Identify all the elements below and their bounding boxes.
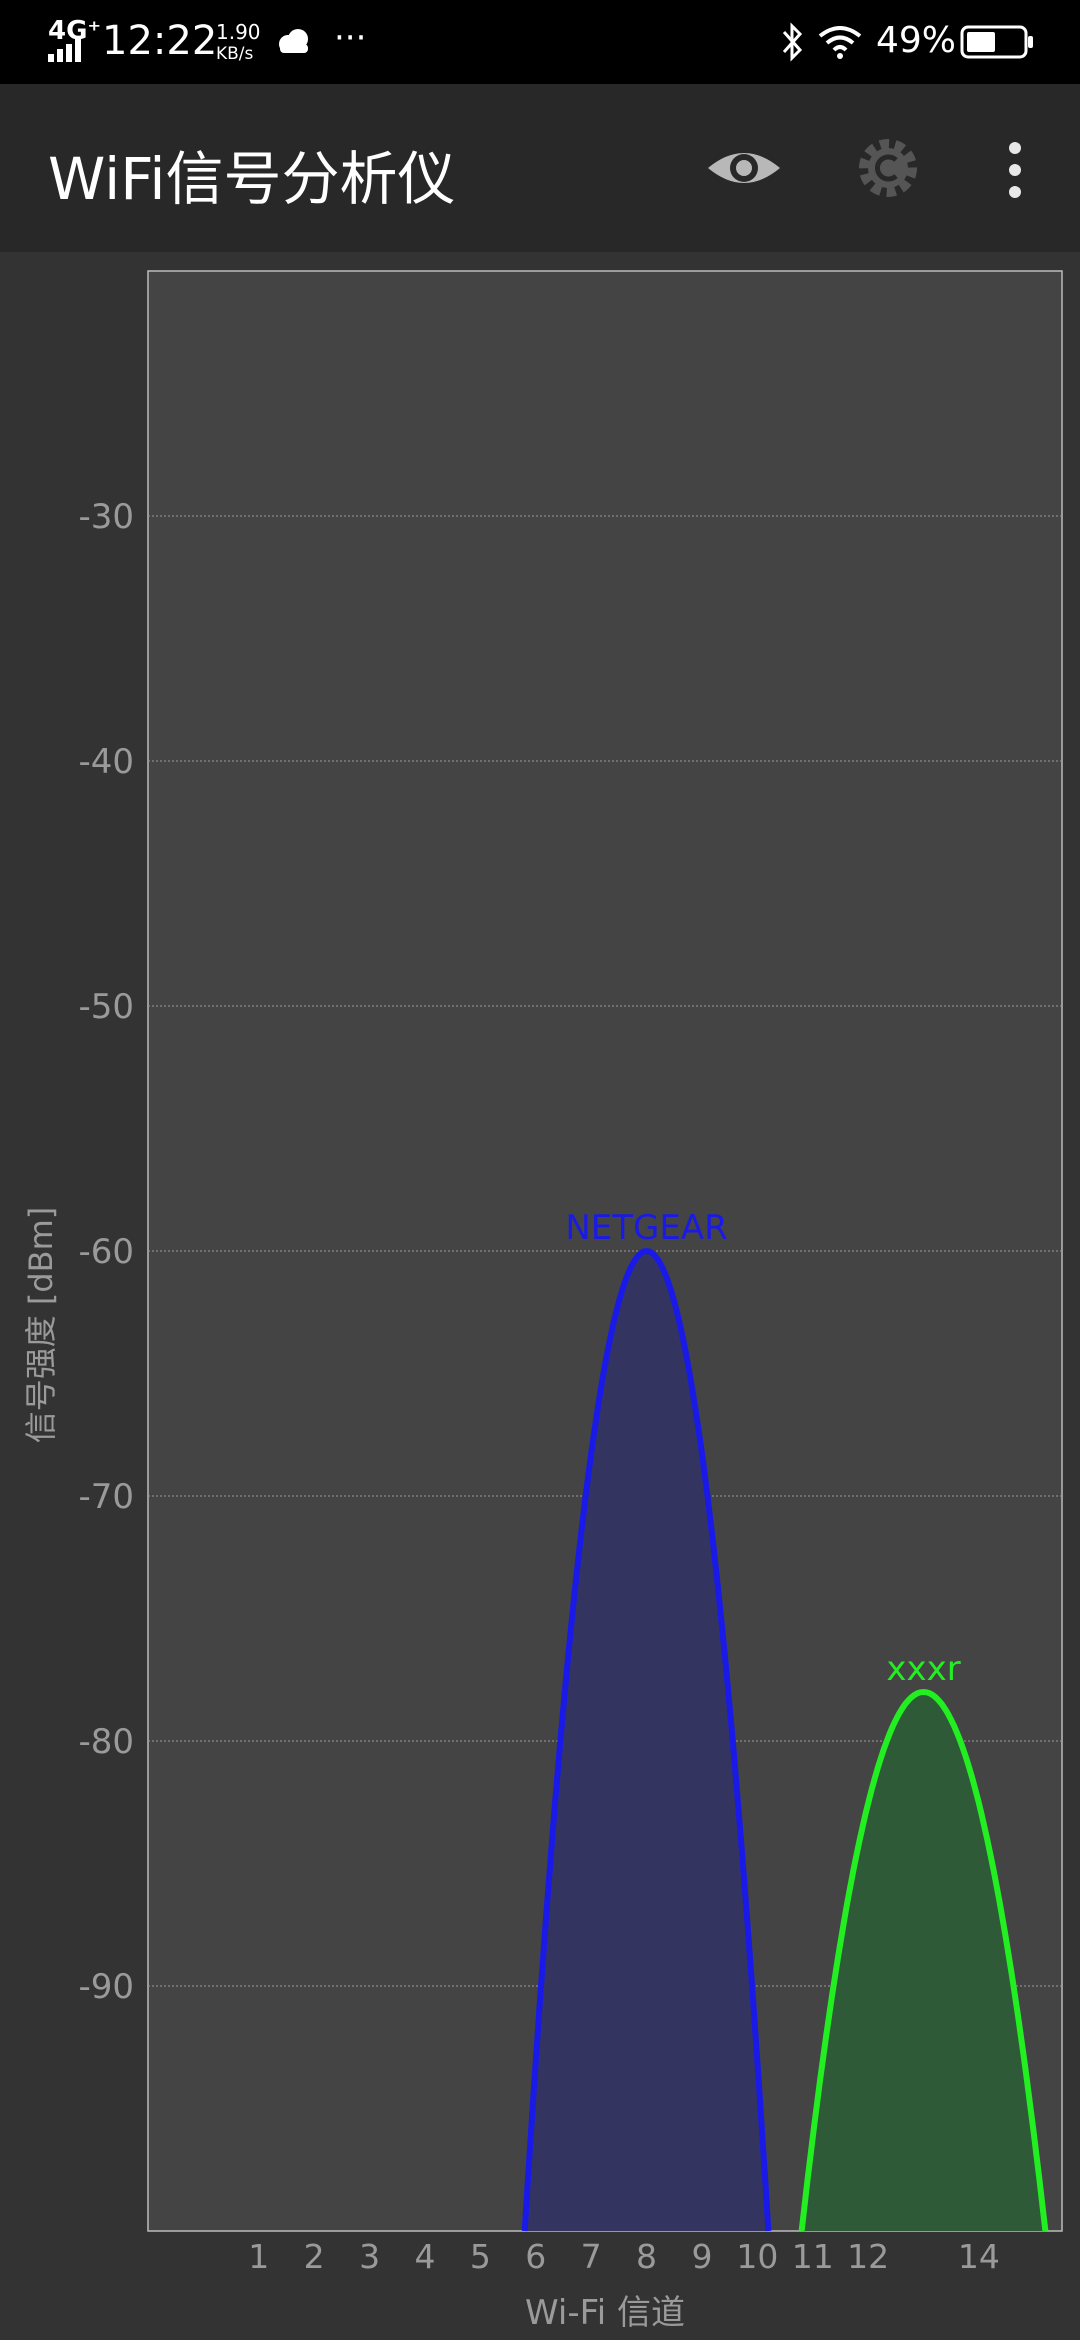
series-label-xxxr: xxxr [886, 1649, 960, 1689]
x-axis-label: Wi-Fi 信道 [525, 2293, 685, 2333]
weather-cloud-icon [279, 29, 308, 53]
y-tick-label: -90 [78, 1967, 134, 2007]
x-tick-labels: 1 2 3 4 5 6 7 8 9 10 11 12 14 [248, 2237, 1000, 2276]
series-label-netgear: NETGEAR [565, 1208, 727, 1248]
y-tick-labels: -30 -40 -50 -60 -70 -80 -90 [78, 497, 134, 2007]
x-tick-label: 2 [304, 2237, 325, 2276]
y-tick-label: -70 [78, 1477, 134, 1517]
x-tick-label: 3 [359, 2237, 380, 2276]
eye-icon[interactable] [704, 138, 784, 198]
more-notifications: ··· [334, 18, 367, 58]
x-tick-label: 11 [792, 2237, 834, 2276]
x-tick-label: 1 [248, 2237, 269, 2276]
status-time: 12:22 [102, 18, 218, 64]
cellular-signal-icon [48, 39, 81, 62]
series-layer: NETGEAR xxxr [521, 1208, 1049, 2232]
x-tick-label: 7 [581, 2237, 602, 2276]
x-tick-label: 6 [525, 2237, 546, 2276]
network-speed-value: 1.90 [216, 20, 261, 44]
x-tick-label: 9 [691, 2237, 712, 2276]
y-tick-label: -50 [78, 987, 134, 1027]
battery-icon [960, 25, 1033, 59]
x-tick-label: 12 [847, 2237, 889, 2276]
series-line-netgear [521, 1247, 772, 2232]
y-tick-label: -40 [78, 742, 134, 782]
battery-percent: 49% [876, 20, 957, 61]
y-tick-label: -60 [78, 1232, 134, 1272]
settings-gear-icon[interactable] [852, 132, 924, 204]
x-tick-label: 14 [958, 2237, 1000, 2276]
network-speed-unit: KB/s [216, 44, 254, 64]
series-area-xxxr [801, 1692, 1046, 2231]
x-tick-label: 4 [414, 2237, 435, 2276]
bluetooth-icon [782, 22, 803, 62]
x-tick-label: 8 [636, 2237, 657, 2276]
y-axis-label: 信号强度 [dBm] [22, 1207, 60, 1444]
status-bar: 4G⁺ 12:22 1.90 KB/s ··· 49% [0, 0, 1080, 84]
y-tick-label: -30 [78, 497, 134, 537]
y-tick-label: -80 [78, 1722, 134, 1762]
more-vert-icon[interactable] [1000, 140, 1030, 200]
network-type: 4G⁺ [48, 16, 102, 46]
x-tick-label: 5 [470, 2237, 491, 2276]
series-line-xxxr [798, 1688, 1049, 2232]
app-title: WiFi信号分析仪 [48, 145, 456, 213]
app-bar: WiFi信号分析仪 [0, 84, 1080, 252]
wifi-icon [818, 26, 862, 59]
x-tick-label: 10 [736, 2237, 778, 2276]
